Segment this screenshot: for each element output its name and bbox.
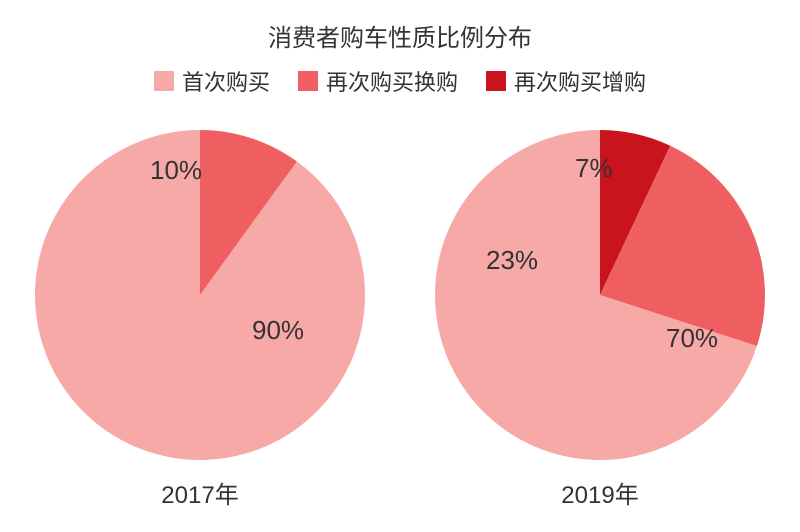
pie-slice-label: 23% (486, 245, 538, 276)
legend-item-0: 首次购买 (154, 65, 270, 97)
pie-chart-2017: 10% 90% (30, 125, 370, 465)
legend-label-0: 首次购买 (182, 65, 270, 97)
year-label-2017: 2017年 (30, 475, 370, 510)
pie-slice-label: 70% (666, 323, 718, 354)
legend-label-1: 再次购买换购 (326, 65, 458, 97)
pie-slice-label: 90% (252, 315, 304, 346)
charts-row: 10% 90% 2017年 7% 23% 70% 2019年 (0, 125, 800, 510)
legend-swatch-2 (486, 71, 506, 91)
pie-slice-label: 7% (575, 153, 613, 184)
chart-title: 消费者购车性质比例分布 (0, 18, 800, 53)
chart-2019-wrap: 7% 23% 70% 2019年 (430, 125, 770, 510)
chart-2017-wrap: 10% 90% 2017年 (30, 125, 370, 510)
legend-swatch-0 (154, 71, 174, 91)
legend-label-2: 再次购买增购 (514, 65, 646, 97)
legend-item-2: 再次购买增购 (486, 65, 646, 97)
pie-chart-2019: 7% 23% 70% (430, 125, 770, 465)
legend-swatch-1 (298, 71, 318, 91)
pie-slice-label: 10% (150, 155, 202, 186)
legend: 首次购买 再次购买换购 再次购买增购 (0, 65, 800, 97)
year-label-2019: 2019年 (430, 475, 770, 510)
legend-item-1: 再次购买换购 (298, 65, 458, 97)
